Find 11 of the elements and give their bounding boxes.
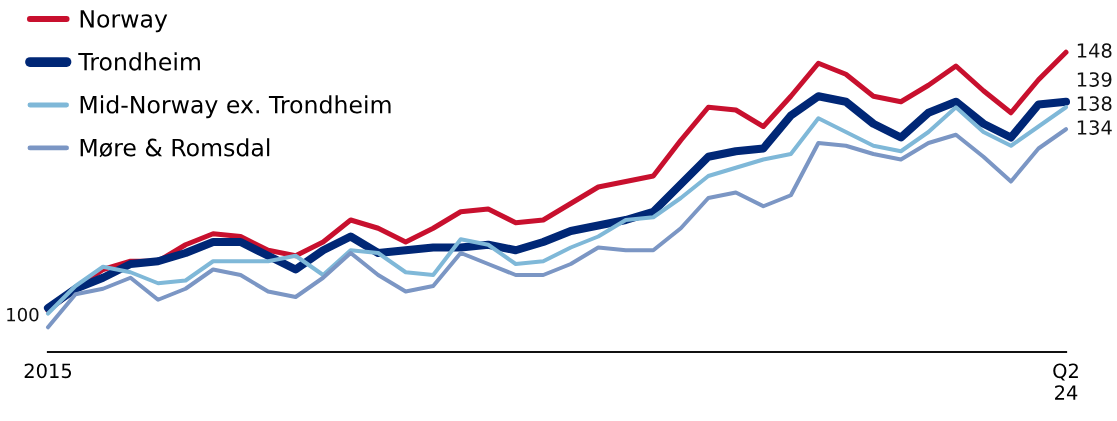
x-tick-label: 2015 <box>24 363 72 379</box>
legend-label: Møre & Romsdal <box>80 138 270 158</box>
annotation: 100 <box>7 307 39 322</box>
data-label: 138 <box>1077 96 1112 111</box>
legend-label: Mid-Norway ex. Trondheim <box>80 95 391 119</box>
x-tick-label: Q2 24 <box>1053 363 1078 400</box>
data-label: 134 <box>1077 120 1112 135</box>
legend-label: Trondheim <box>78 52 200 71</box>
data-label: 148 <box>1077 43 1112 58</box>
data-label: 139 <box>1077 72 1112 87</box>
legend-label: Norway <box>80 10 168 33</box>
